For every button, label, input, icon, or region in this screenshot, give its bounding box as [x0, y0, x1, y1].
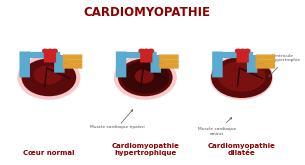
FancyBboxPatch shape: [256, 59, 275, 64]
FancyBboxPatch shape: [116, 51, 126, 77]
FancyBboxPatch shape: [256, 54, 275, 59]
Ellipse shape: [143, 49, 150, 53]
FancyBboxPatch shape: [256, 64, 275, 69]
Ellipse shape: [218, 61, 265, 92]
Ellipse shape: [148, 49, 154, 53]
Text: Muscle cardiaque
aminci: Muscle cardiaque aminci: [198, 118, 236, 136]
Ellipse shape: [114, 55, 177, 100]
Text: Cœur normal: Cœur normal: [23, 150, 75, 156]
Ellipse shape: [239, 49, 246, 53]
FancyBboxPatch shape: [44, 50, 56, 63]
Text: Ventricule
hypertrophié: Ventricule hypertrophié: [269, 54, 300, 77]
FancyBboxPatch shape: [159, 59, 179, 64]
Ellipse shape: [211, 57, 272, 98]
FancyBboxPatch shape: [54, 55, 65, 73]
FancyBboxPatch shape: [237, 50, 249, 63]
FancyBboxPatch shape: [159, 64, 179, 69]
Ellipse shape: [244, 49, 251, 53]
FancyBboxPatch shape: [63, 59, 82, 64]
Text: Muscle cardiaque épaissi: Muscle cardiaque épaissi: [90, 110, 145, 129]
Ellipse shape: [51, 49, 58, 53]
Ellipse shape: [121, 61, 169, 93]
FancyBboxPatch shape: [140, 50, 152, 63]
Text: CARDIOMYOPATHIE: CARDIOMYOPATHIE: [83, 6, 210, 19]
Text: Cardiomyopathie
hypertrophique: Cardiomyopathie hypertrophique: [111, 143, 179, 156]
Ellipse shape: [34, 66, 62, 84]
FancyBboxPatch shape: [125, 52, 157, 58]
Ellipse shape: [22, 59, 76, 96]
Ellipse shape: [135, 69, 154, 83]
FancyBboxPatch shape: [63, 54, 82, 59]
FancyBboxPatch shape: [247, 55, 257, 73]
Ellipse shape: [235, 49, 242, 53]
FancyBboxPatch shape: [212, 51, 223, 77]
Ellipse shape: [47, 49, 53, 53]
FancyBboxPatch shape: [20, 51, 30, 77]
FancyBboxPatch shape: [159, 54, 179, 59]
Ellipse shape: [42, 49, 49, 53]
Ellipse shape: [210, 55, 273, 100]
Ellipse shape: [118, 59, 173, 96]
Text: Cardiomyopathie
dilatée: Cardiomyopathie dilatée: [208, 143, 275, 156]
FancyBboxPatch shape: [63, 64, 82, 69]
Ellipse shape: [138, 49, 145, 53]
FancyBboxPatch shape: [150, 55, 161, 73]
FancyBboxPatch shape: [222, 52, 253, 58]
FancyBboxPatch shape: [29, 52, 60, 58]
Ellipse shape: [17, 55, 81, 100]
